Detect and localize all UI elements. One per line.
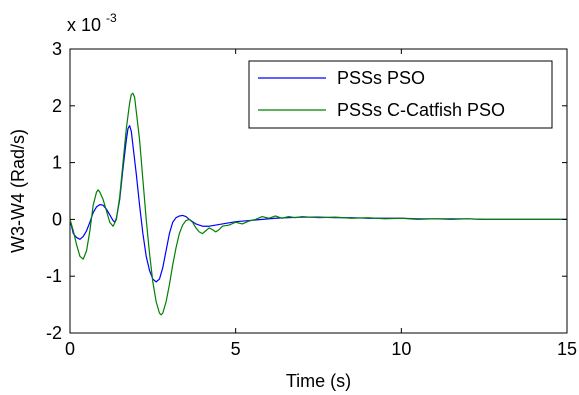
series-layer — [69, 92, 567, 316]
y-tick-label: -2 — [46, 323, 62, 343]
legend: PSSs PSO PSSs C-Catfish PSO — [248, 60, 553, 129]
series-line-catfish — [69, 92, 567, 316]
tick-layer: 0 5 10 15 -2 -1 0 1 2 3 — [46, 39, 577, 359]
x-tick-label: 5 — [231, 339, 241, 359]
y-tick-label: 2 — [52, 96, 62, 116]
x-tick-label: 0 — [65, 339, 75, 359]
legend-label-pso: PSSs PSO — [337, 68, 425, 88]
y-axis-multiplier-exponent: -3 — [106, 11, 117, 25]
y-axis-label: W3-W4 (Rad/s) — [8, 129, 28, 253]
legend-label-catfish: PSSs C-Catfish PSO — [337, 100, 505, 120]
y-axis-multiplier: x 10 -3 — [67, 11, 117, 35]
legend-box — [248, 60, 553, 129]
y-tick-label: 3 — [52, 39, 62, 59]
y-tick-label: 0 — [52, 209, 62, 229]
x-axis-label: Time (s) — [286, 371, 351, 391]
y-tick-label: 1 — [52, 153, 62, 173]
y-tick-label: -1 — [46, 266, 62, 286]
x-tick-label: 10 — [391, 339, 411, 359]
x-tick-label: 15 — [557, 339, 577, 359]
y-axis-multiplier-base: x 10 — [67, 15, 101, 35]
